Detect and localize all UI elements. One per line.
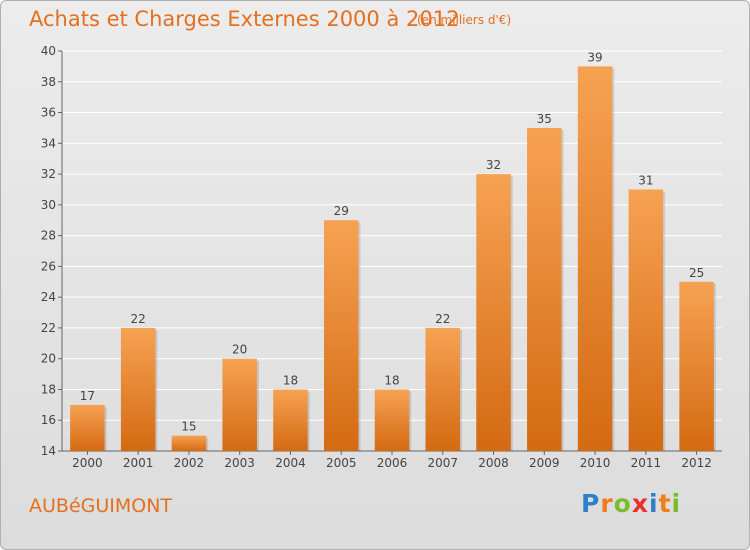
y-tick-label: 16 — [41, 413, 56, 427]
y-tick-label: 32 — [41, 167, 56, 181]
y-tick-label: 30 — [41, 198, 56, 212]
x-tick-label: 2002 — [174, 456, 205, 470]
bar-value-label: 29 — [334, 204, 349, 218]
bar-value-label: 18 — [283, 373, 298, 387]
y-tick-label: 40 — [41, 44, 56, 58]
logo-letter: r — [600, 489, 614, 518]
bar-value-label: 25 — [689, 266, 704, 280]
bar — [374, 389, 410, 451]
y-tick-label: 38 — [41, 75, 56, 89]
bar — [425, 327, 461, 451]
y-tick-label: 34 — [41, 136, 56, 150]
bar — [476, 174, 511, 452]
x-tick-label: 2000 — [72, 456, 103, 470]
bar — [171, 435, 207, 451]
bar — [323, 220, 359, 451]
logo-letter: t — [658, 489, 672, 518]
x-tick-label: 2006 — [377, 456, 408, 470]
y-tick-label: 18 — [41, 382, 56, 396]
logo-letter: P — [581, 489, 601, 518]
x-tick-label: 2004 — [275, 456, 306, 470]
chart-title: Achats et Charges Externes 2000 à 2012 — [29, 7, 460, 31]
bar-value-label: 18 — [384, 373, 399, 387]
bar — [222, 358, 257, 451]
bar-value-label: 22 — [435, 312, 450, 326]
x-tick-label: 2007 — [427, 456, 458, 470]
bar-value-label: 39 — [587, 50, 602, 64]
chart-subtitle: (en milliers d'€) — [417, 13, 512, 27]
bar-value-label: 15 — [181, 420, 196, 434]
logo-letter: i — [671, 489, 682, 518]
x-tick-label: 2003 — [224, 456, 255, 470]
y-tick-label: 28 — [41, 229, 56, 243]
y-tick-label: 26 — [41, 259, 56, 273]
x-tick-label: 2009 — [529, 456, 560, 470]
y-tick-label: 22 — [41, 321, 56, 335]
x-tick-label: 2010 — [580, 456, 611, 470]
x-tick-label: 2008 — [478, 456, 509, 470]
bar-value-label: 35 — [537, 112, 552, 126]
bar-value-label: 32 — [486, 158, 501, 172]
bar — [527, 127, 562, 451]
bar — [70, 404, 105, 451]
y-tick-label: 24 — [41, 290, 56, 304]
bar — [273, 389, 308, 451]
bar — [679, 281, 714, 451]
logo-letter: i — [649, 489, 659, 518]
x-tick-label: 2005 — [326, 456, 357, 470]
bar-value-label: 22 — [131, 312, 146, 326]
bar — [120, 327, 156, 451]
bar-value-label: 20 — [232, 343, 247, 357]
y-tick-label: 20 — [41, 352, 56, 366]
bar-value-label: 31 — [638, 173, 653, 187]
y-tick-label: 36 — [41, 106, 56, 120]
x-tick-label: 2011 — [631, 456, 662, 470]
logo-letter: x — [631, 489, 649, 518]
x-tick-label: 2001 — [123, 456, 154, 470]
y-tick-label: 14 — [41, 444, 56, 458]
proxiti-logo[interactable]: Proxiti — [581, 489, 681, 518]
x-tick-label: 2012 — [681, 456, 712, 470]
bar — [628, 189, 664, 451]
bar-value-label: 17 — [80, 389, 95, 403]
logo-letter: o — [613, 489, 632, 518]
bar — [577, 66, 613, 451]
commune-name: AUBéGUIMONT — [29, 495, 173, 517]
